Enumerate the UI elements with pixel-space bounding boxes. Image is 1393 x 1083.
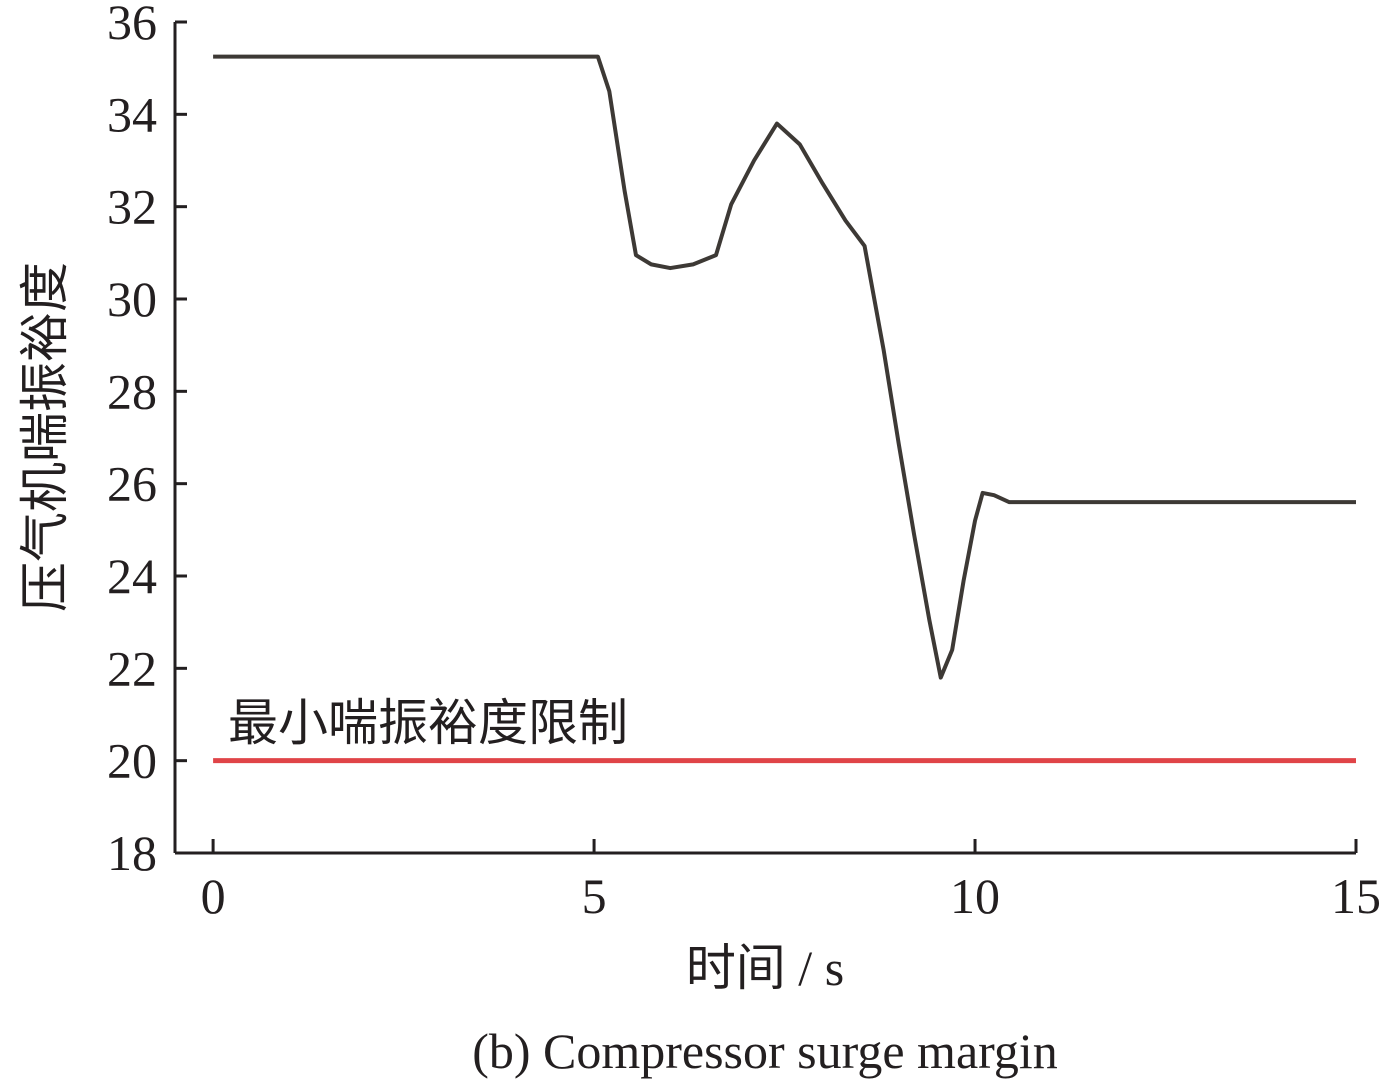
data-line [213,54,1356,680]
x-tick-label: 5 [582,868,607,924]
y-tick-label: 18 [107,825,157,881]
x-tick-label: 10 [950,868,1000,924]
x-tick-label: 15 [1331,868,1381,924]
y-tick-label: 30 [107,271,157,327]
y-tick-label: 22 [107,640,157,696]
y-tick-label: 36 [107,0,157,50]
x-tick-label: 0 [201,868,226,924]
y-tick-label: 20 [107,733,157,789]
y-axis-label: 压气机喘振裕度 [17,262,73,612]
y-tick-label: 32 [107,179,157,235]
y-tick-label: 26 [107,456,157,512]
x-axis-label: 时间 / s [686,940,844,996]
reference-label: 最小喘振裕度限制 [228,695,628,751]
caption: (b) Compressor surge margin [472,1023,1058,1079]
y-tick-label: 24 [107,548,157,604]
y-tick-label: 28 [107,363,157,419]
y-tick-label: 34 [107,86,157,142]
